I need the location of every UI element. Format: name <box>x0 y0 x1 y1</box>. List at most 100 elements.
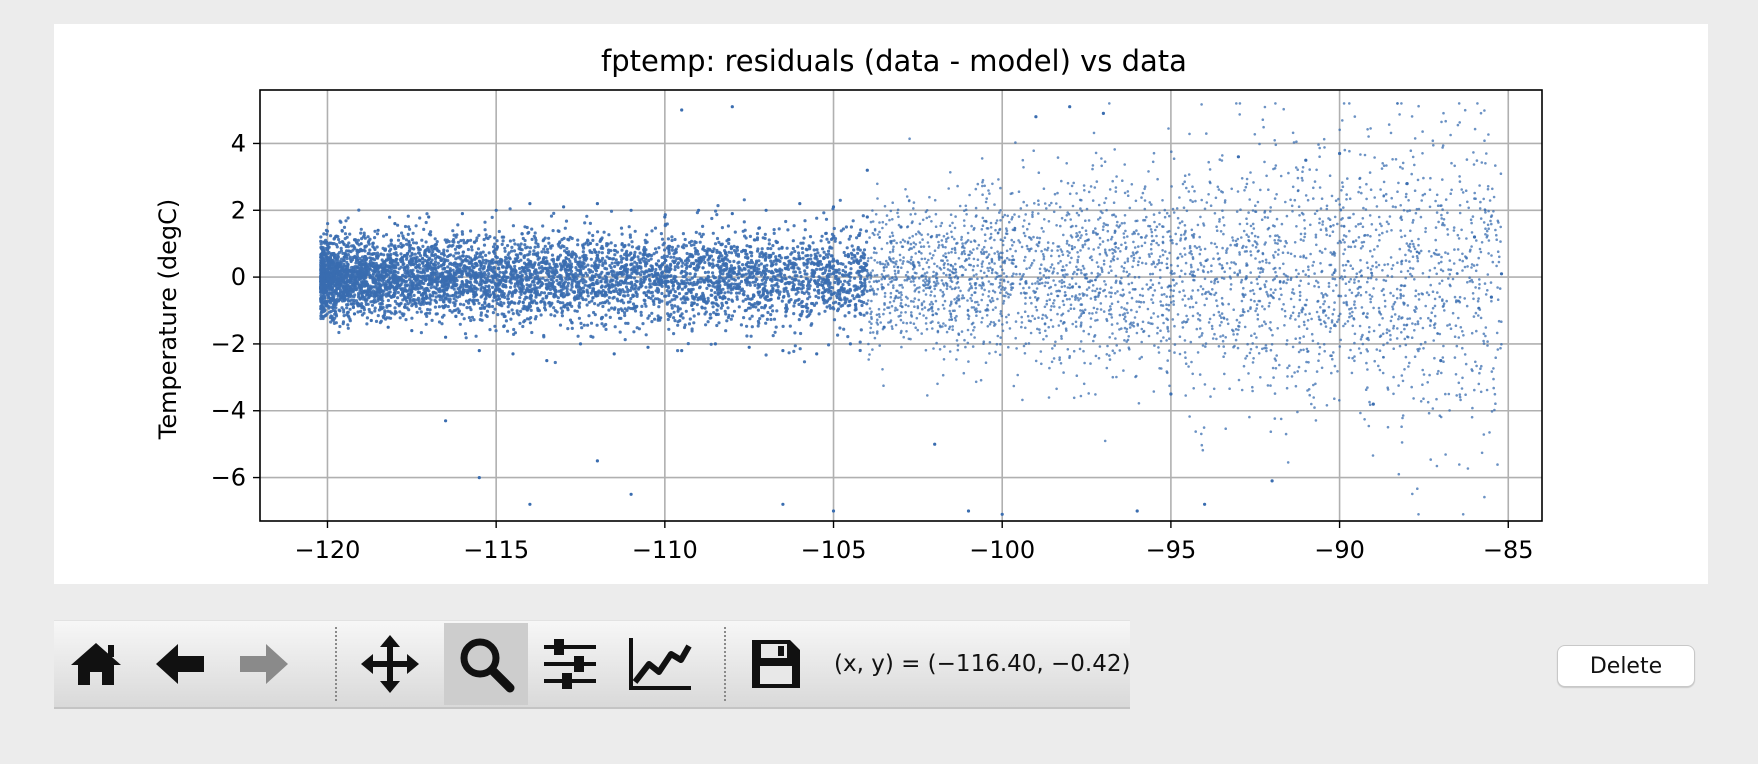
data-point <box>1026 227 1029 231</box>
data-point <box>1444 198 1448 201</box>
data-point <box>1215 299 1218 302</box>
data-point <box>1353 300 1356 303</box>
data-point <box>1106 344 1109 348</box>
data-point <box>876 330 879 333</box>
data-point <box>1130 254 1133 258</box>
data-point <box>742 316 746 320</box>
data-point <box>522 320 526 324</box>
data-point <box>969 333 973 336</box>
data-point <box>622 294 626 298</box>
data-point <box>1478 247 1482 251</box>
data-point <box>1322 302 1325 306</box>
data-point <box>1409 266 1412 270</box>
data-point <box>917 290 921 294</box>
data-point <box>1238 271 1242 274</box>
data-point <box>1018 272 1022 276</box>
data-point <box>1259 376 1262 379</box>
data-point <box>652 252 656 256</box>
data-point <box>1472 151 1475 154</box>
data-point <box>1296 370 1299 373</box>
data-point <box>1077 255 1080 259</box>
data-point <box>582 323 586 327</box>
data-point <box>1318 346 1322 349</box>
data-point <box>940 279 944 282</box>
data-point <box>1443 309 1446 312</box>
data-point <box>1378 239 1381 242</box>
data-point <box>1283 309 1287 313</box>
data-point <box>1471 215 1475 218</box>
data-point <box>566 308 570 312</box>
data-point <box>1296 176 1300 180</box>
data-point <box>1130 296 1134 300</box>
data-point <box>1431 139 1435 142</box>
data-point <box>1275 193 1278 196</box>
data-point <box>1436 372 1439 376</box>
data-point <box>1150 203 1153 206</box>
data-point <box>337 237 341 242</box>
data-point <box>502 235 506 239</box>
data-point <box>891 327 894 331</box>
data-point <box>923 257 927 261</box>
figure-canvas[interactable]: fptemp: residuals (data - model) vs data… <box>54 24 1708 584</box>
data-point <box>896 296 900 300</box>
data-point <box>1349 245 1353 249</box>
data-point <box>1304 273 1307 276</box>
data-point <box>359 309 363 313</box>
data-point <box>1122 270 1125 273</box>
data-point <box>913 283 916 287</box>
data-point <box>1377 364 1380 368</box>
data-point <box>1393 300 1397 304</box>
data-point <box>484 233 488 237</box>
data-point <box>1385 230 1389 233</box>
data-point <box>967 257 971 260</box>
data-point <box>619 316 623 320</box>
data-point <box>914 212 917 216</box>
data-point <box>1147 253 1151 256</box>
data-point <box>633 309 638 313</box>
data-point <box>902 256 905 259</box>
data-point <box>1157 258 1161 262</box>
data-point <box>1479 111 1483 115</box>
data-point <box>651 299 655 303</box>
data-point <box>1437 261 1441 265</box>
data-point <box>994 306 997 309</box>
data-point <box>950 287 954 291</box>
data-point <box>915 316 919 320</box>
data-point <box>713 281 718 285</box>
data-point <box>1184 261 1188 265</box>
data-point <box>1488 199 1492 202</box>
data-point <box>1310 402 1313 406</box>
data-point <box>888 301 892 304</box>
data-point <box>445 249 449 253</box>
data-point <box>920 252 923 255</box>
data-point <box>958 305 961 308</box>
data-point <box>1461 269 1464 272</box>
data-point <box>725 319 729 323</box>
data-point <box>986 266 989 270</box>
data-point <box>802 236 806 240</box>
data-point <box>1318 186 1322 189</box>
data-point <box>1498 255 1501 259</box>
data-point <box>717 321 721 325</box>
data-point <box>1085 294 1089 297</box>
data-point <box>1484 162 1487 165</box>
data-point <box>1307 361 1310 364</box>
data-point <box>1138 357 1141 361</box>
data-point <box>1123 191 1127 195</box>
data-point <box>1069 218 1072 221</box>
data-point <box>924 322 928 325</box>
data-point <box>437 290 442 294</box>
data-point <box>1091 231 1095 235</box>
data-point <box>1011 274 1014 278</box>
data-point <box>820 234 824 238</box>
data-point <box>649 257 653 261</box>
data-point <box>737 291 741 295</box>
data-point <box>356 238 360 242</box>
data-point <box>1040 226 1044 230</box>
data-point <box>460 280 464 284</box>
data-point <box>1416 320 1420 323</box>
data-point <box>521 236 525 241</box>
data-point <box>1090 271 1093 275</box>
scatter-plot[interactable]: fptemp: residuals (data - model) vs data… <box>54 24 1708 584</box>
data-point <box>1172 157 1176 160</box>
